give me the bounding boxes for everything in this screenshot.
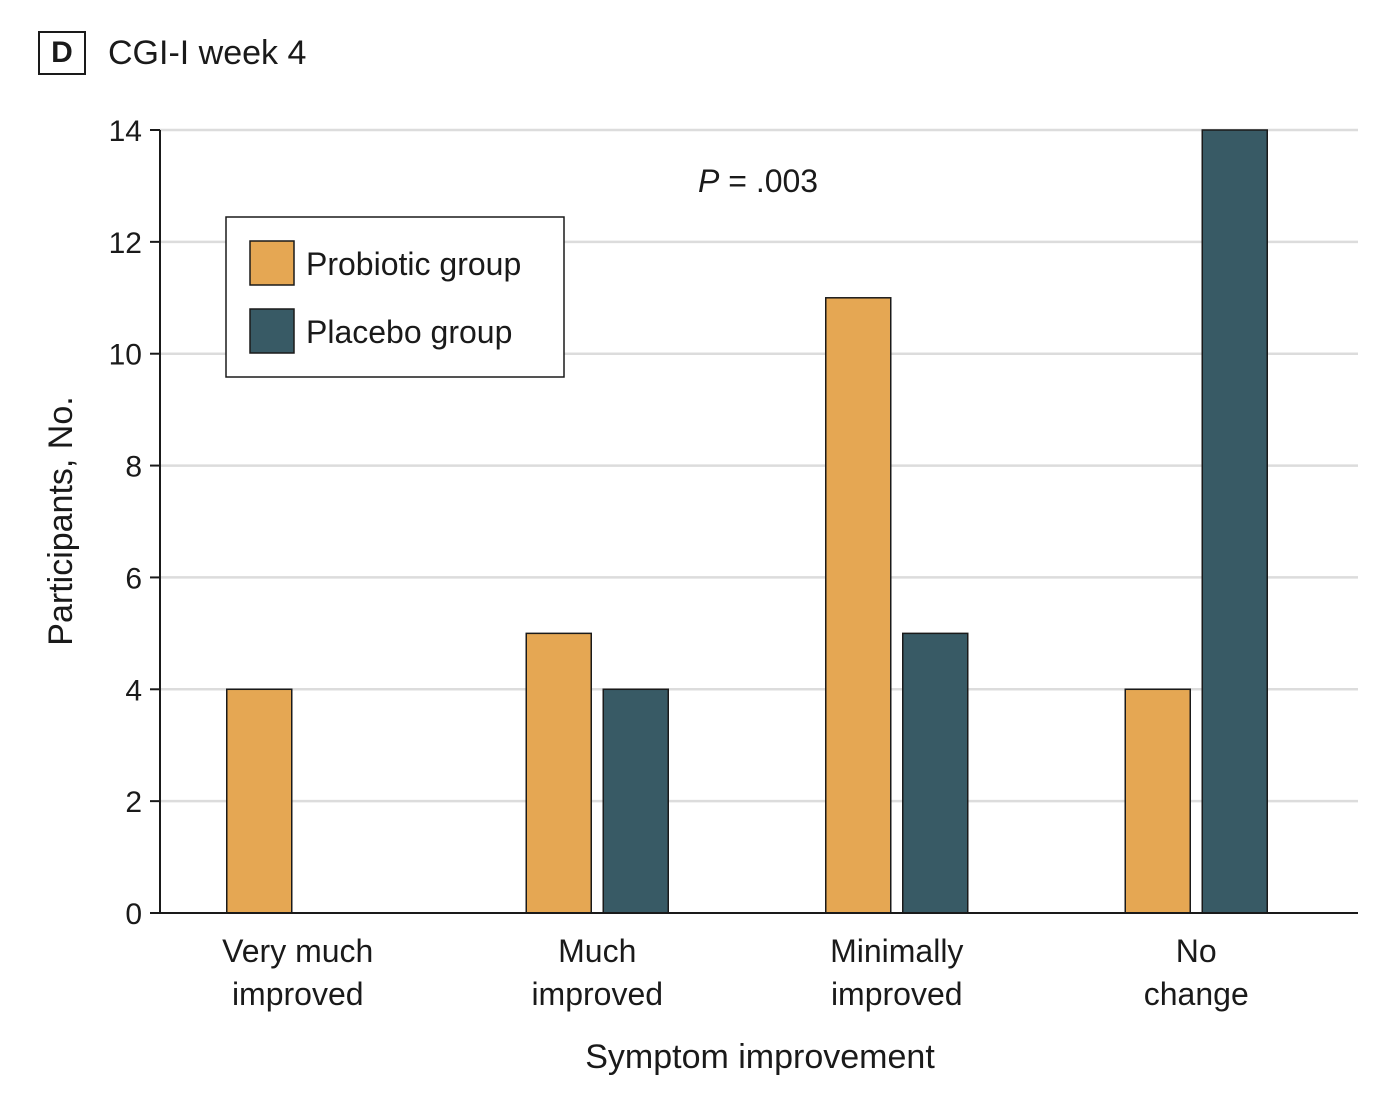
p-value-annotation: P = .003 — [698, 163, 818, 199]
p-value-text: = .003 — [719, 163, 818, 199]
y-tick-label: 14 — [109, 115, 142, 148]
chart-title: CGI-I week 4 — [108, 33, 307, 72]
y-tick-label: 12 — [109, 227, 142, 260]
x-category-label-line: improved — [531, 976, 663, 1012]
y-tick-label: 6 — [125, 562, 142, 595]
x-category-label: Very much improved — [222, 933, 373, 1012]
y-tick-label: 8 — [125, 451, 142, 484]
bar-placebo — [902, 632, 969, 914]
x-category-label-line: No — [1176, 933, 1217, 969]
x-category-labels: Very much improved Much improved Minimally im… — [222, 933, 1249, 1012]
panel-letter: D — [38, 31, 86, 75]
y-tick-label: 10 — [109, 339, 142, 372]
x-category-label-line: improved — [831, 976, 963, 1012]
x-axis-title: Symptom improvement — [585, 1038, 935, 1076]
bar-probiotic — [226, 688, 293, 914]
bar-placebo — [602, 688, 669, 914]
bars — [226, 129, 1268, 914]
axes — [150, 129, 1358, 914]
x-category-label-line: Much — [558, 933, 636, 969]
legend-label: Placebo group — [306, 314, 512, 350]
x-category-label: No change — [1144, 933, 1249, 1012]
x-category-label-line: improved — [232, 976, 364, 1012]
x-category-label: Minimally improved — [830, 933, 963, 1012]
legend-swatch — [249, 240, 295, 286]
bar-probiotic — [825, 297, 892, 914]
x-category-label-line: Minimally — [830, 933, 963, 969]
bar-probiotic — [525, 632, 592, 914]
x-category-label: Much improved — [531, 933, 663, 1012]
legend-label: Probiotic group — [306, 246, 521, 282]
legend-swatch — [249, 308, 295, 354]
bar-placebo — [1201, 129, 1268, 914]
panel-header: D CGI-I week 4 — [38, 28, 306, 78]
y-tick-label: 4 — [125, 674, 142, 707]
y-tick-label: 0 — [125, 898, 142, 931]
p-value-italic: P — [698, 163, 720, 199]
bar-probiotic — [1124, 688, 1191, 914]
y-tick-label: 2 — [125, 786, 142, 819]
legend: Probiotic group Placebo group — [225, 216, 565, 378]
x-category-label-line: Very much — [222, 933, 373, 969]
x-category-label-line: change — [1144, 976, 1249, 1012]
y-axis-title: Participants, No. — [42, 396, 80, 645]
y-tick-labels: 0 2 4 6 8 10 12 14 — [109, 115, 142, 931]
